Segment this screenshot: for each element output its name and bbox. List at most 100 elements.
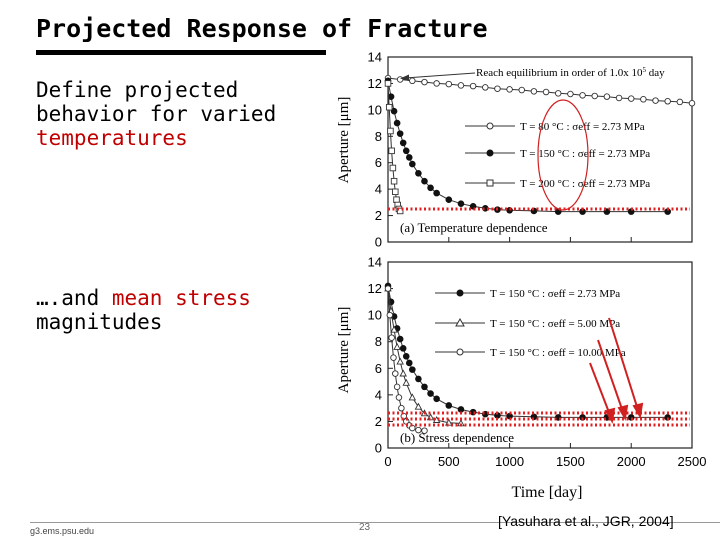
text-block-stress: ….and mean stress magnitudes [36,286,251,334]
data-point [396,130,404,137]
data-point [664,414,671,421]
legend-marker [486,179,494,187]
annotation-arrowhead [400,74,409,81]
data-point [395,394,403,401]
data-point [399,369,407,377]
annotation-arrow [404,72,476,79]
data-point [445,402,453,409]
arrow-line [608,317,639,411]
data-point [387,93,395,100]
data-point [384,80,392,87]
data-point [579,414,586,421]
x-tick-label: 2500 [678,454,707,469]
footer-url: g3.ems.psu.edu [30,526,95,536]
x-tick-label: 1500 [556,454,585,469]
text-block-temperature: Define projected behavior for varied tem… [36,78,276,150]
citation: [Yasuhara et al., JGR, 2004] [498,513,674,529]
y-tick-label: 10 [368,308,382,323]
data-point [433,80,440,87]
data-point [405,154,413,161]
text-line-highlight: mean stress [111,286,251,310]
data-point [398,404,405,412]
data-point [388,147,395,155]
data-point [386,311,394,319]
data-point [405,359,413,367]
y-tick-label: 6 [375,155,382,170]
data-point [409,366,416,373]
data-point [494,85,501,92]
data-point [393,196,400,203]
data-point [494,412,501,419]
legend-temperature: T = 80 °C : σeff = 2.73 MPa T = 150 °C :… [465,121,650,190]
data-point [506,86,513,93]
data-point [567,90,574,98]
data-point [384,285,392,292]
y-tick-label: 8 [375,334,382,349]
data-point [664,208,671,215]
y-axis-label-temperature: Aperture [μm] [336,97,352,184]
y-tick-label: 6 [375,361,382,376]
y-tick-label: 0 [375,235,382,250]
data-point [385,103,393,111]
data-point [408,393,417,401]
annotation-exponent: 5 [643,66,647,74]
page-number: 23 [359,522,371,533]
annotation-text: Reach equilibrium in order of 1.0x 10 [476,67,643,79]
legend-marker [486,149,494,157]
data-point [426,413,435,421]
svg-text:Reach equilibrium in order of: Reach equilibrium in order of 1.0x 105 d… [476,66,665,79]
data-point [676,98,684,106]
data-point [433,189,440,197]
arrow-head [632,402,644,419]
annotation-equilibrium: Reach equilibrium in order of 1.0x 105 d… [400,66,665,81]
data-point [392,188,399,196]
legend-label: T = 150 °C : σeff = 10.00 MPa [490,347,626,359]
slide-title: Projected Response of Fracture [36,14,488,43]
legend-marker [486,122,494,130]
data-point [530,88,538,95]
data-point [615,94,623,102]
arrow-line [597,339,624,413]
data-point [579,208,586,215]
data-point [457,200,465,207]
y-tick-label: 4 [375,387,382,402]
data-point [603,93,611,100]
data-point [664,98,671,105]
x-tick-label: 2000 [617,454,646,469]
caption-temperature: (a) Temperature dependence [400,220,548,235]
legend-label: T = 200 °C : σeff = 2.73 MPa [520,178,650,190]
data-point [445,80,453,88]
data-point [389,164,397,172]
x-axis-label: Time [day] [512,484,583,501]
data-point [445,196,453,204]
y-tick-label: 4 [375,182,382,197]
legend-label: T = 150 °C : σeff = 2.73 MPa [520,148,650,160]
caption-stress: (b) Stress dependence [400,430,514,445]
highlight-ellipse [537,99,589,211]
data-point [433,395,440,403]
x-tick-label: 1000 [495,454,524,469]
legend-marker [456,348,464,356]
data-point [652,97,659,104]
data-point [393,119,401,127]
x-tick-label: 500 [438,454,460,469]
data-point [409,77,416,85]
legend-marker [455,317,465,327]
data-point [402,147,410,155]
plot-frame [387,56,693,243]
y-tick-label: 0 [375,441,382,456]
data-point [640,96,647,103]
arrow-head [617,404,629,421]
data-point [396,335,404,343]
data-point [421,427,428,434]
data-point [482,84,489,91]
text-line: behavior for varied [36,102,277,126]
data-point [399,139,407,147]
data-point [421,78,428,86]
arrow-head [604,407,616,424]
series-line [387,80,668,213]
data-point [457,406,465,413]
data-point [388,334,395,341]
data-point [390,325,398,333]
